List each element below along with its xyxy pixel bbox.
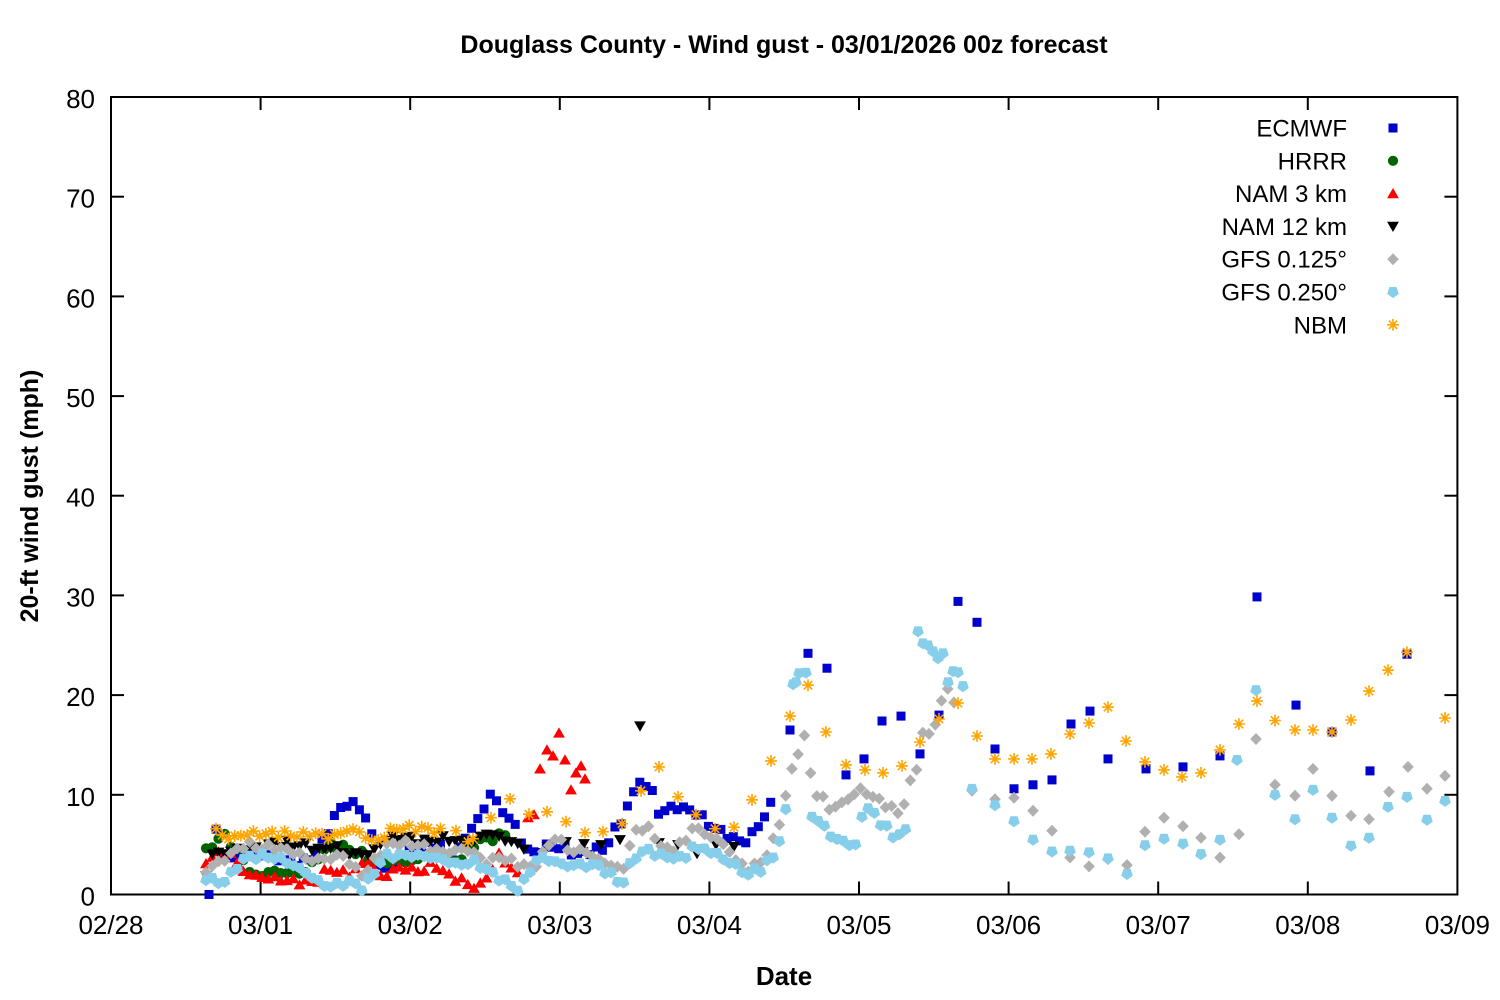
svg-text:HRRR: HRRR <box>1278 148 1347 175</box>
svg-text:20-ft wind gust (mph): 20-ft wind gust (mph) <box>16 370 44 623</box>
svg-text:10: 10 <box>66 782 95 812</box>
svg-text:03/08: 03/08 <box>1275 910 1340 940</box>
svg-text:03/01: 03/01 <box>228 910 293 940</box>
svg-text:GFS 0.125°: GFS 0.125° <box>1221 247 1347 274</box>
svg-text:03/04: 03/04 <box>677 910 742 940</box>
svg-text:ECMWF: ECMWF <box>1256 116 1347 143</box>
svg-text:NBM: NBM <box>1294 312 1347 339</box>
svg-text:03/07: 03/07 <box>1126 910 1191 940</box>
svg-text:30: 30 <box>66 582 95 612</box>
svg-text:NAM 12 km: NAM 12 km <box>1222 214 1347 241</box>
svg-text:GFS 0.250°: GFS 0.250° <box>1221 280 1347 307</box>
svg-text:03/09: 03/09 <box>1425 910 1490 940</box>
svg-text:40: 40 <box>66 483 95 513</box>
svg-text:03/02: 03/02 <box>378 910 443 940</box>
svg-text:80: 80 <box>66 84 95 114</box>
svg-text:20: 20 <box>66 682 95 712</box>
svg-text:Douglass County - Wind gust -: Douglass County - Wind gust - 03/01/2026… <box>460 31 1108 59</box>
svg-text:03/06: 03/06 <box>976 910 1041 940</box>
svg-text:03/03: 03/03 <box>527 910 592 940</box>
svg-text:0: 0 <box>81 882 95 912</box>
svg-text:NAM 3 km: NAM 3 km <box>1235 181 1347 208</box>
svg-text:Date: Date <box>756 961 812 991</box>
svg-text:03/05: 03/05 <box>826 910 891 940</box>
svg-text:02/28: 02/28 <box>78 910 143 940</box>
svg-text:60: 60 <box>66 283 95 313</box>
svg-text:50: 50 <box>66 383 95 413</box>
svg-text:70: 70 <box>66 184 95 214</box>
